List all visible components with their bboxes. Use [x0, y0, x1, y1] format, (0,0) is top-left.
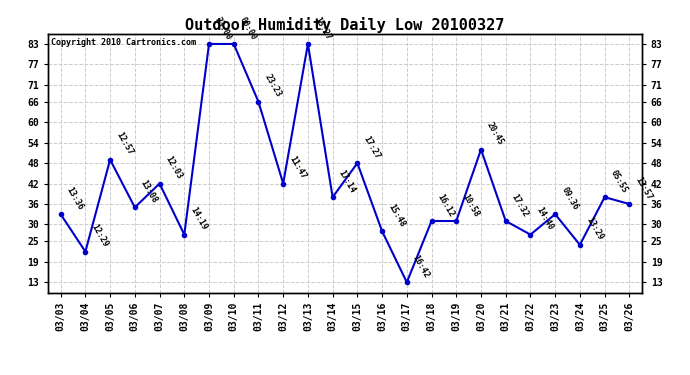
Text: 14:40: 14:40: [535, 206, 555, 232]
Text: 12:03: 12:03: [164, 154, 184, 181]
Text: Copyright 2010 Cartronics.com: Copyright 2010 Cartronics.com: [51, 38, 196, 46]
Text: 17:27: 17:27: [362, 134, 382, 160]
Text: 09:36: 09:36: [560, 185, 580, 211]
Text: 10:58: 10:58: [460, 192, 481, 218]
Text: 12:57: 12:57: [115, 131, 135, 157]
Text: 11:47: 11:47: [287, 154, 308, 181]
Text: 13:36: 13:36: [65, 185, 85, 211]
Text: 23:23: 23:23: [263, 73, 283, 99]
Text: 15:27: 15:27: [312, 15, 333, 41]
Title: Outdoor Humidity Daily Low 20100327: Outdoor Humidity Daily Low 20100327: [186, 16, 504, 33]
Text: 00:00: 00:00: [238, 15, 258, 41]
Text: 13:08: 13:08: [139, 178, 159, 205]
Text: 20:45: 20:45: [485, 121, 506, 147]
Text: 17:14: 17:14: [337, 168, 357, 194]
Text: 16:42: 16:42: [411, 254, 431, 279]
Text: 16:12: 16:12: [435, 192, 456, 218]
Text: 17:32: 17:32: [510, 192, 530, 218]
Text: 23:00: 23:00: [213, 15, 233, 41]
Text: 13:57: 13:57: [633, 175, 654, 201]
Text: 12:29: 12:29: [90, 223, 110, 249]
Text: 14:19: 14:19: [188, 206, 209, 232]
Text: 13:29: 13:29: [584, 216, 604, 242]
Text: 15:48: 15:48: [386, 202, 406, 228]
Text: 05:55: 05:55: [609, 168, 629, 194]
